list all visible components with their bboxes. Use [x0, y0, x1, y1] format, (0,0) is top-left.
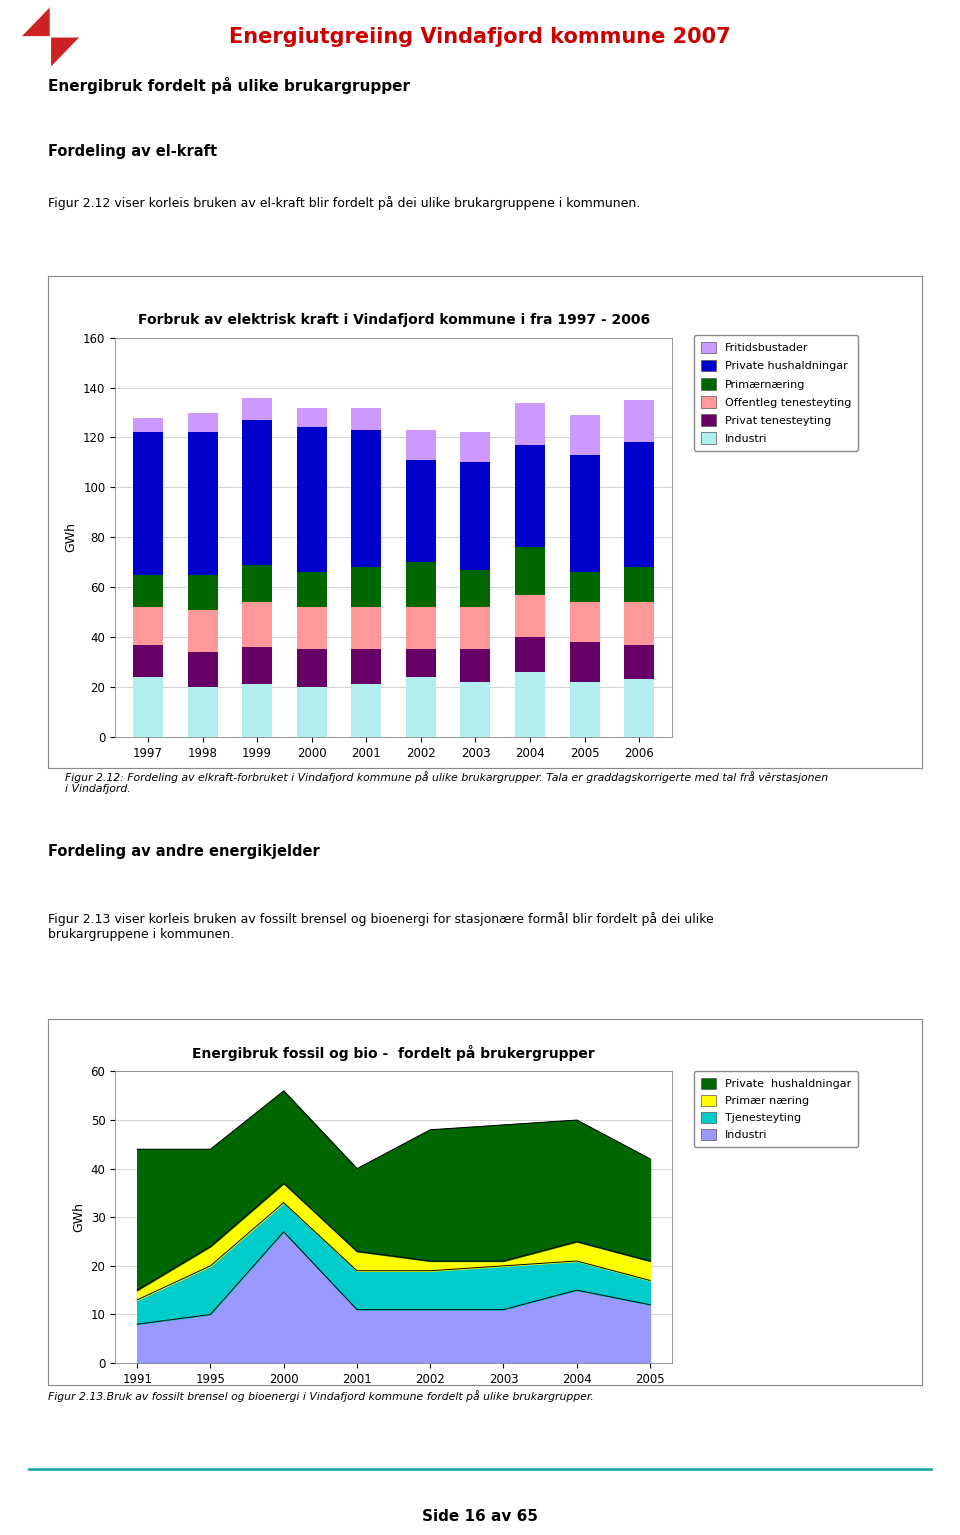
Text: Side 16 av 65: Side 16 av 65 — [422, 1509, 538, 1524]
Bar — [569, 573, 600, 602]
Polygon shape — [51, 37, 79, 66]
Bar — [187, 574, 218, 609]
Bar — [516, 546, 545, 594]
Bar — [461, 649, 491, 682]
Bar — [297, 686, 326, 737]
Bar — [242, 602, 272, 648]
Text: Figur 2.13.Bruk av fossilt brensel og bioenergi i Vindafjord kommune fordelt på : Figur 2.13.Bruk av fossilt brensel og bi… — [48, 1391, 594, 1403]
Text: Fordeling av el-kraft: Fordeling av el-kraft — [48, 144, 217, 160]
Polygon shape — [51, 8, 79, 37]
Bar — [406, 460, 436, 562]
Text: Figur 2.12 viser korleis bruken av el-kraft blir fordelt på dei ulike brukargrup: Figur 2.12 viser korleis bruken av el-kr… — [48, 196, 640, 210]
Title: Forbruk av elektrisk kraft i Vindafjord kommune i fra 1997 - 2006: Forbruk av elektrisk kraft i Vindafjord … — [137, 313, 650, 327]
Bar — [187, 609, 218, 652]
Bar — [569, 642, 600, 682]
Bar — [461, 433, 491, 462]
Bar — [242, 421, 272, 565]
Bar — [297, 427, 326, 573]
Bar — [569, 414, 600, 454]
Bar — [242, 685, 272, 737]
Bar — [297, 573, 326, 606]
Y-axis label: GWh: GWh — [64, 522, 78, 553]
Bar — [187, 686, 218, 737]
Legend: Private  hushaldningar, Primær næring, Tjenesteyting, Industri: Private hushaldningar, Primær næring, Tj… — [694, 1071, 858, 1147]
Text: Fordeling av andre energikjelder: Fordeling av andre energikjelder — [48, 844, 320, 860]
Bar — [461, 682, 491, 737]
Bar — [351, 566, 381, 606]
Bar — [569, 682, 600, 737]
Bar — [351, 606, 381, 649]
Polygon shape — [22, 8, 51, 37]
Bar — [569, 454, 600, 573]
Bar — [406, 649, 436, 677]
Bar — [242, 648, 272, 685]
Bar — [351, 407, 381, 430]
Bar — [461, 462, 491, 569]
Bar — [351, 430, 381, 566]
Polygon shape — [22, 37, 51, 66]
Bar — [297, 649, 326, 686]
Bar — [624, 602, 655, 645]
Bar — [351, 685, 381, 737]
Text: Figur 2.13 viser korleis bruken av fossilt brensel og bioenergi for stasjonære f: Figur 2.13 viser korleis bruken av fossi… — [48, 912, 713, 941]
Bar — [516, 672, 545, 737]
Bar — [406, 606, 436, 649]
Bar — [624, 401, 655, 442]
Bar — [242, 565, 272, 602]
Polygon shape — [51, 37, 79, 66]
Text: Energibruk fordelt på ulike brukargrupper: Energibruk fordelt på ulike brukargruppe… — [48, 77, 410, 94]
Text: Figur 2.12: Fordeling av elkraft-forbruket i Vindafjord kommune på ulike brukarg: Figur 2.12: Fordeling av elkraft-forbruk… — [65, 771, 828, 795]
Bar — [516, 637, 545, 672]
Bar — [516, 402, 545, 445]
Bar — [624, 442, 655, 566]
Text: Energiutgreiing Vindafjord kommune 2007: Energiutgreiing Vindafjord kommune 2007 — [229, 26, 731, 48]
Legend: Fritidsbustader, Private hushaldningar, Primærnæring, Offentleg tenesteyting, Pr: Fritidsbustader, Private hushaldningar, … — [694, 335, 858, 451]
Bar — [624, 566, 655, 602]
Bar — [406, 677, 436, 737]
Bar — [132, 645, 163, 677]
Bar — [187, 433, 218, 574]
Bar — [351, 649, 381, 685]
Bar — [187, 413, 218, 433]
Bar — [461, 569, 491, 606]
Title: Energibruk fossil og bio -  fordelt på brukergrupper: Energibruk fossil og bio - fordelt på br… — [192, 1044, 595, 1061]
Y-axis label: GWh: GWh — [72, 1202, 85, 1233]
Bar — [406, 430, 436, 460]
Bar — [132, 433, 163, 574]
Bar — [297, 606, 326, 649]
Bar — [624, 680, 655, 737]
Bar — [406, 562, 436, 606]
Bar — [624, 645, 655, 680]
Bar — [242, 398, 272, 421]
Bar — [132, 574, 163, 606]
Bar — [516, 594, 545, 637]
Bar — [187, 652, 218, 686]
Bar — [297, 407, 326, 427]
Bar — [132, 606, 163, 645]
Bar — [132, 677, 163, 737]
Bar — [569, 602, 600, 642]
Bar — [516, 445, 545, 546]
Bar — [461, 606, 491, 649]
Bar — [132, 418, 163, 433]
